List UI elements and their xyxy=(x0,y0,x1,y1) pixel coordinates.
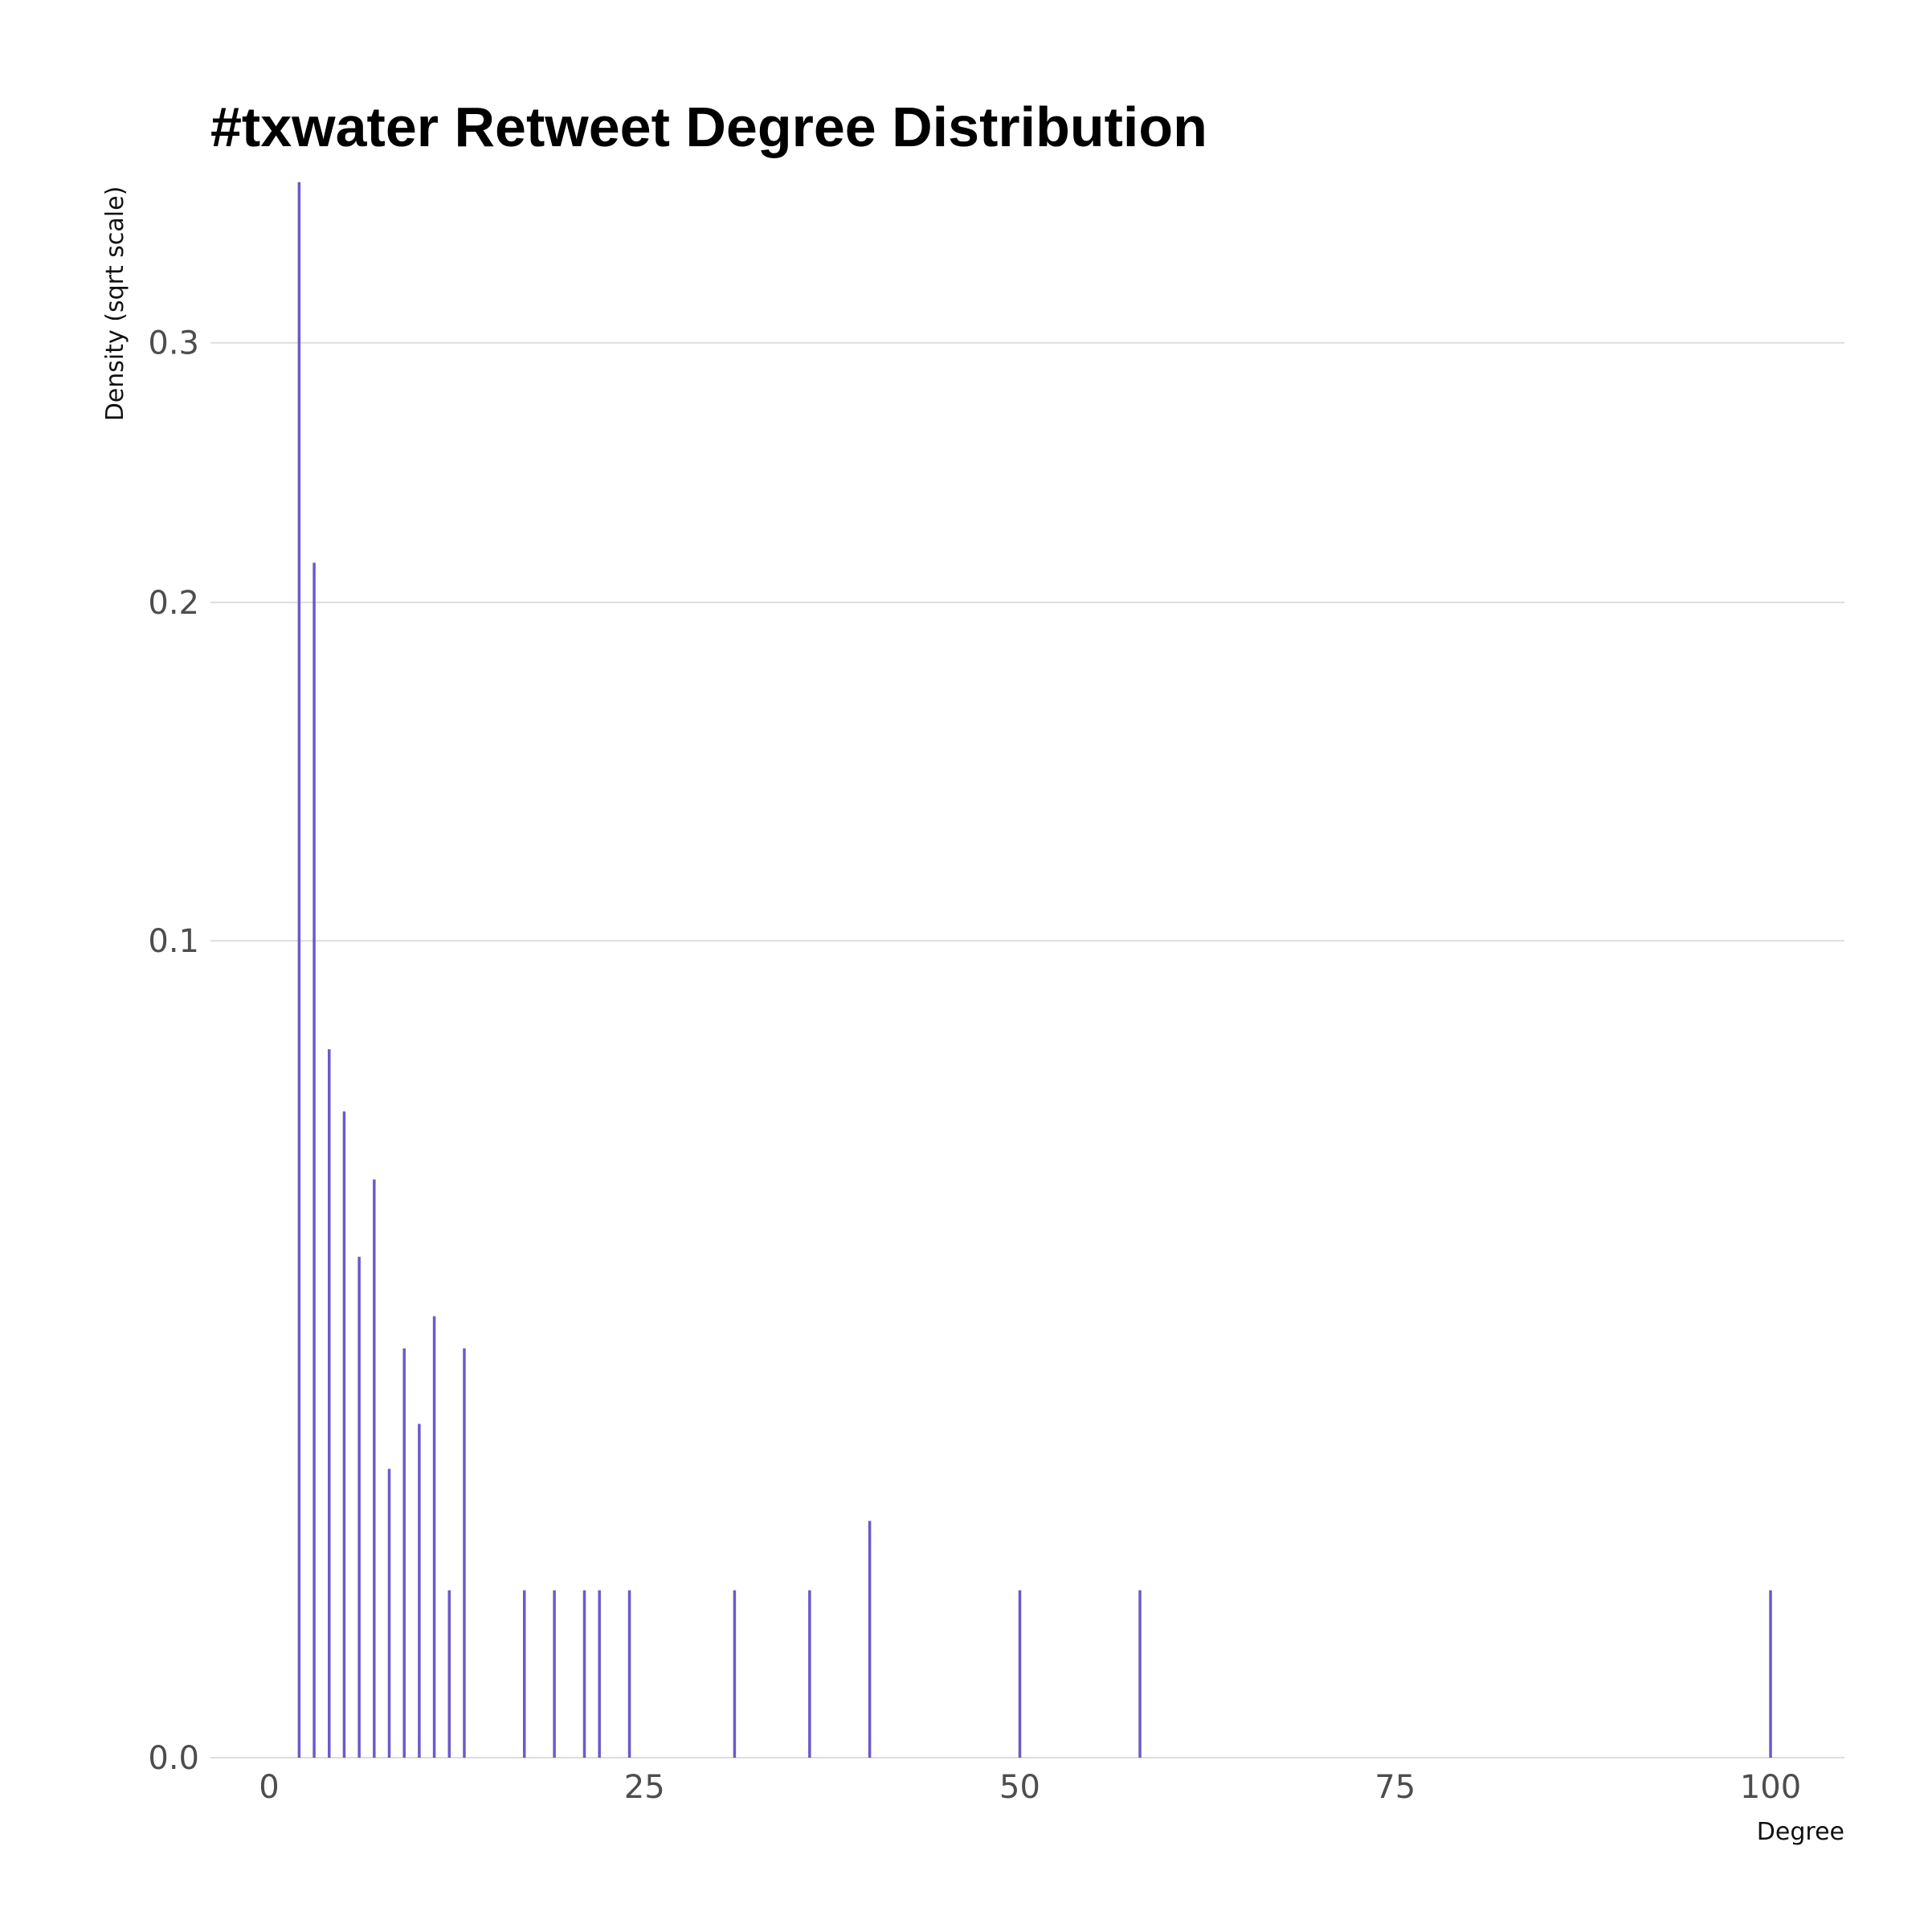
x-tick-label: 25 xyxy=(624,1769,665,1806)
tick-labels: 0.0 0.1 0.2 0.3 0 25 50 75 100 xyxy=(148,325,1801,1806)
y-tick-label: 0.1 xyxy=(148,923,199,960)
y-tick-label: 0.3 xyxy=(148,325,199,362)
x-axis-title: Degree xyxy=(1757,1818,1844,1846)
x-tick-label: 50 xyxy=(999,1769,1040,1806)
y-tick-label: 0.2 xyxy=(148,585,199,622)
y-tick-label: 0.0 xyxy=(148,1740,199,1777)
x-tick-label: 100 xyxy=(1740,1769,1801,1806)
x-tick-label: 75 xyxy=(1375,1769,1415,1806)
spike-series xyxy=(297,182,1772,1758)
gridlines xyxy=(210,341,1844,1758)
x-tick-label: 0 xyxy=(259,1769,279,1806)
chart-title: #txwater Retweet Degree Distribution xyxy=(210,96,1207,158)
y-axis-title: Density (sqrt scale) xyxy=(101,186,129,422)
